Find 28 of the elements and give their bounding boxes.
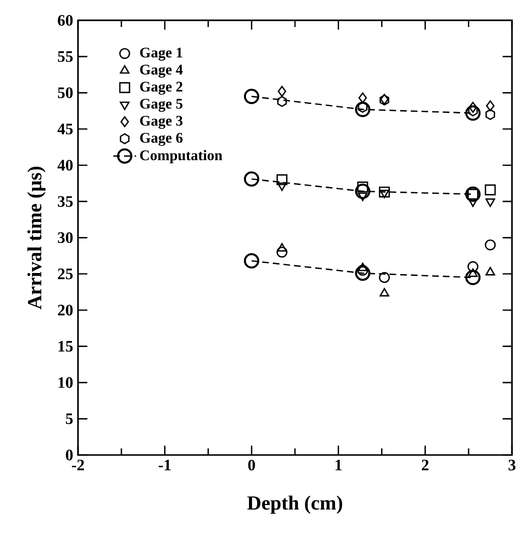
legend-label: Computation	[140, 150, 222, 164]
y-tick-label: 10	[58, 377, 73, 388]
x-tick-label: 2	[422, 460, 428, 470]
y-tick-label: 0	[66, 450, 73, 460]
y-tick-label: 40	[57, 160, 73, 171]
x-axis-title: Depth (cm)	[247, 496, 342, 514]
legend-label: Gage 3	[140, 116, 182, 129]
y-tick-label: 35	[58, 196, 73, 207]
legend-label: Gage 2	[140, 82, 182, 95]
y-axis-title: Arrival time (µs)	[27, 166, 46, 310]
x-tick-label: 0	[248, 460, 255, 470]
legend-label: Gage 4	[140, 64, 183, 78]
y-tick-label: 60	[58, 14, 73, 26]
x-tick-label: 1	[336, 460, 342, 470]
y-tick-label: 30	[58, 232, 73, 244]
legend-label: Gage 6	[140, 132, 183, 146]
y-tick-label: 45	[57, 124, 73, 134]
legend-label: Gage 1	[140, 48, 182, 61]
x-tick-label: -1	[158, 460, 171, 470]
y-tick-label: 15	[58, 340, 73, 352]
y-tick-label: 50	[58, 87, 73, 98]
y-tick-label: 55	[58, 51, 73, 62]
y-tick-label: 5	[66, 413, 73, 424]
y-tick-label: 20	[58, 304, 73, 316]
y-tick-label: 25	[58, 268, 73, 280]
legend-label: Gage 5	[140, 98, 182, 112]
x-tick-label: 3	[508, 460, 516, 470]
x-tick-label: -2	[72, 460, 84, 470]
